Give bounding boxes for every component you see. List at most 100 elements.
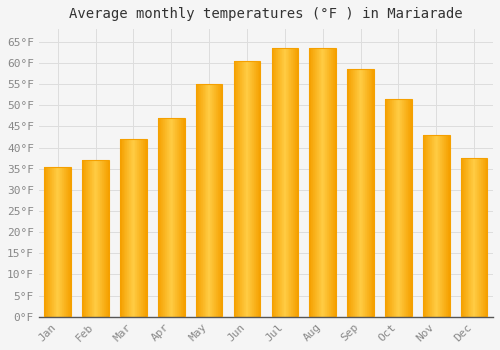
Bar (326, 48, 328, 317)
Bar (402, 99, 403, 317)
Bar (472, 158, 473, 317)
Bar (83, 160, 84, 317)
Bar (58, 167, 59, 317)
Bar (251, 61, 252, 317)
Bar (433, 135, 434, 317)
Bar (47, 167, 48, 317)
Bar (255, 61, 256, 317)
Bar (332, 48, 334, 317)
Bar (244, 61, 245, 317)
Bar (478, 158, 479, 317)
Bar (461, 158, 487, 317)
Bar (407, 99, 408, 317)
Bar (393, 99, 394, 317)
Bar (434, 135, 435, 317)
Bar (254, 61, 255, 317)
Bar (397, 99, 398, 317)
Bar (98, 160, 99, 317)
Bar (207, 84, 208, 317)
Bar (441, 135, 442, 317)
Bar (203, 84, 204, 317)
Bar (105, 160, 106, 317)
Bar (286, 48, 287, 317)
Bar (310, 48, 336, 317)
Bar (93, 160, 94, 317)
Bar (178, 118, 179, 317)
Bar (354, 69, 356, 317)
Bar (275, 48, 276, 317)
Bar (85, 160, 86, 317)
Bar (142, 139, 144, 317)
Bar (144, 139, 146, 317)
Bar (386, 99, 387, 317)
Bar (103, 160, 104, 317)
Bar (212, 84, 213, 317)
Bar (356, 69, 358, 317)
Bar (297, 48, 298, 317)
Bar (465, 158, 466, 317)
Bar (247, 61, 248, 317)
Bar (136, 139, 137, 317)
Bar (57, 167, 58, 317)
Bar (439, 135, 440, 317)
Bar (448, 135, 449, 317)
Bar (371, 69, 372, 317)
Bar (290, 48, 291, 317)
Bar (466, 158, 467, 317)
Bar (330, 48, 332, 317)
Bar (291, 48, 292, 317)
Bar (411, 99, 412, 317)
Bar (125, 139, 126, 317)
Bar (130, 139, 131, 317)
Bar (473, 158, 474, 317)
Bar (405, 99, 406, 317)
Bar (258, 61, 259, 317)
Bar (320, 48, 322, 317)
Bar (445, 135, 446, 317)
Bar (464, 158, 465, 317)
Bar (293, 48, 294, 317)
Bar (385, 99, 386, 317)
Bar (182, 118, 183, 317)
Bar (168, 118, 170, 317)
Bar (183, 118, 184, 317)
Bar (404, 99, 405, 317)
Bar (133, 139, 134, 317)
Bar (429, 135, 430, 317)
Bar (388, 99, 389, 317)
Bar (296, 48, 297, 317)
Bar (63, 167, 64, 317)
Bar (361, 69, 362, 317)
Bar (237, 61, 238, 317)
Bar (52, 167, 53, 317)
Bar (45, 167, 46, 317)
Bar (396, 99, 397, 317)
Bar (51, 167, 52, 317)
Bar (477, 158, 478, 317)
Bar (199, 84, 200, 317)
Bar (206, 84, 207, 317)
Bar (273, 48, 274, 317)
Bar (140, 139, 141, 317)
Bar (424, 135, 425, 317)
Bar (127, 139, 128, 317)
Bar (120, 139, 121, 317)
Bar (198, 84, 199, 317)
Bar (196, 84, 222, 317)
Bar (362, 69, 363, 317)
Bar (176, 118, 178, 317)
Bar (484, 158, 486, 317)
Bar (277, 48, 278, 317)
Bar (56, 167, 57, 317)
Bar (408, 99, 409, 317)
Bar (48, 167, 49, 317)
Bar (471, 158, 472, 317)
Bar (46, 167, 47, 317)
Bar (481, 158, 482, 317)
Bar (324, 48, 326, 317)
Bar (423, 135, 424, 317)
Bar (442, 135, 443, 317)
Bar (101, 160, 102, 317)
Bar (122, 139, 123, 317)
Bar (245, 61, 246, 317)
